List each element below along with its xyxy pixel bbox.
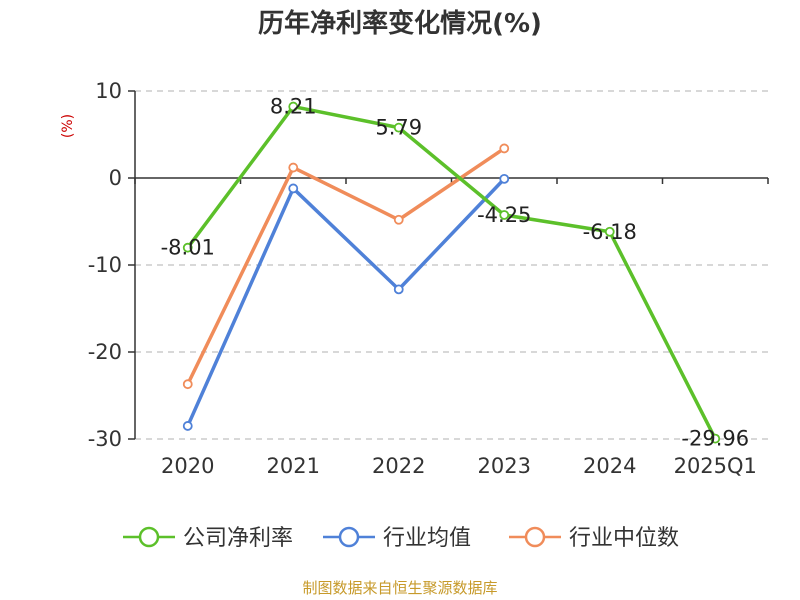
y-tick-label: 0 [109,166,122,190]
x-tick-label: 2022 [372,454,425,478]
series-line [186,104,717,440]
x-tick-label: 2024 [583,454,636,478]
y-tick-label: -20 [88,340,122,364]
series-line [186,146,506,385]
y-axis-unit: (%) [60,114,76,138]
y-tick-label: 10 [95,79,122,103]
data-point [288,101,299,112]
data-label: -29.96 [681,427,749,451]
y-tick-label: -30 [88,427,122,451]
series-line [186,177,506,427]
data-point [288,162,299,173]
data-point [182,421,193,431]
data-point [182,379,193,390]
data-label: 8.21 [270,95,317,119]
data-point [604,226,615,237]
data-point [393,214,404,225]
gridlines [135,90,768,440]
axes: 10 0 -10 -20 -30 2020 2021 2022 2023 2024 2025Q1 [88,79,769,478]
series-lines [182,101,721,444]
data-point [182,242,193,253]
source-note: 制图数据来自恒生聚源数据库 [302,579,497,597]
data-point [710,433,721,444]
x-tick-label: 2023 [478,454,531,478]
data-point [499,210,510,220]
y-tick-label: -10 [88,253,122,277]
data-label: -4.25 [477,203,531,227]
data-labels: -8.01 8.21 5.79 -4.25 -6.18 -29.96 [161,95,750,451]
legend-marker [138,526,160,548]
data-label: -8.01 [161,236,215,260]
legend-marker [338,526,360,548]
data-point [393,122,404,133]
legend-label: 行业中位数 [569,526,679,551]
data-point [288,183,299,194]
data-label: -6.18 [583,220,637,244]
data-point [499,173,510,184]
chart-title: 历年净利率变化情况(%) [258,8,542,39]
legend-label: 行业均值 [383,526,471,551]
legend: 公司净利率 行业均值 行业中位数 [123,526,679,551]
data-point [393,284,404,295]
data-point [499,143,510,154]
legend-label: 公司净利率 [183,526,293,551]
legend-marker [524,526,546,548]
x-tick-label: 2020 [161,454,214,478]
data-label: 5.79 [375,116,422,140]
x-tick-label: 2025Q1 [674,454,757,478]
x-tick-label: 2021 [267,454,320,478]
